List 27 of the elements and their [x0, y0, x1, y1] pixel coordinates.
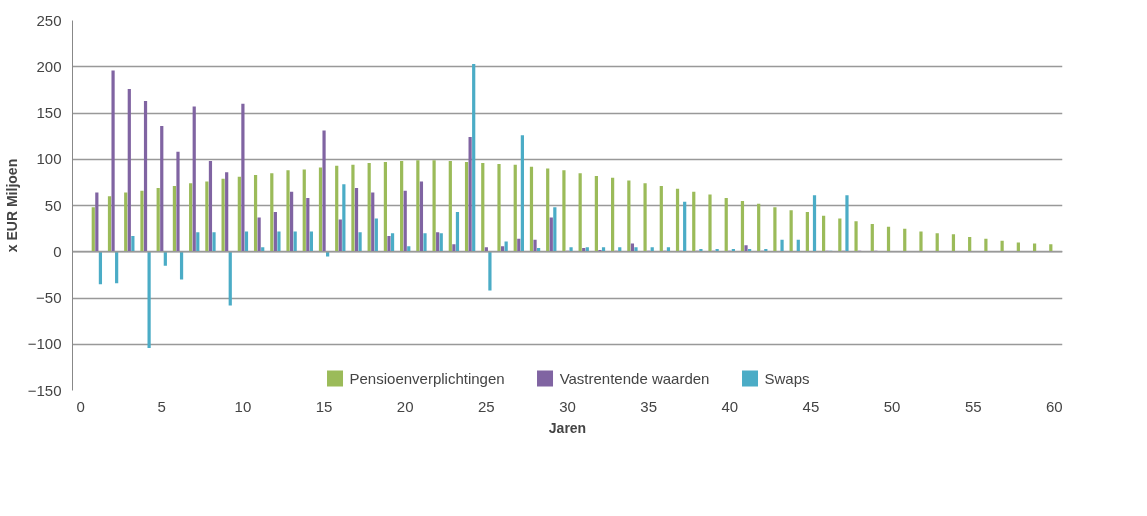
x-tick-label: 60: [1046, 397, 1063, 415]
y-tick-label: −150: [27, 381, 62, 399]
y-tick-label: −100: [27, 335, 62, 353]
x-tick-label: 30: [559, 397, 576, 415]
y-tick-label: 0: [53, 242, 62, 260]
y-tick-label: 200: [36, 57, 62, 75]
y-tick-label: −50: [36, 289, 62, 306]
x-tick-label: 10: [234, 397, 252, 415]
y-axis-title: x EUR Miljoen: [3, 158, 20, 253]
x-tick-label: 50: [883, 397, 901, 415]
x-tick-label: 55: [964, 397, 982, 415]
x-axis-title: Jaren: [548, 419, 587, 436]
y-tick-label: 250: [36, 11, 62, 29]
x-tick-label: 45: [802, 397, 820, 415]
x-tick-label: 20: [396, 397, 414, 415]
x-tick-label: 25: [478, 397, 495, 415]
legend-label: Vastrentende waarden: [559, 369, 710, 387]
x-tick-label: 15: [315, 397, 333, 415]
x-tick-label: 35: [640, 397, 657, 415]
x-tick-label: 5: [157, 397, 166, 415]
y-tick-label: 100: [36, 150, 62, 168]
legend-label: Swaps: [764, 369, 810, 387]
legend-label: Pensioenverplichtingen: [349, 369, 505, 387]
x-tick-label: 40: [721, 397, 739, 415]
x-tick-label: 0: [76, 397, 85, 415]
y-tick-label: 150: [36, 104, 62, 121]
y-tick-label: 50: [44, 196, 62, 214]
